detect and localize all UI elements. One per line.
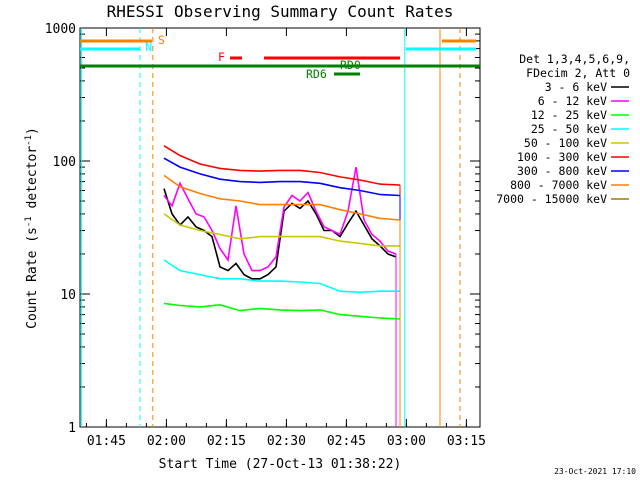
series-lines [163, 145, 401, 427]
night-flag-label: N [145, 40, 152, 54]
x-tick-label: 03:15 [447, 434, 486, 449]
y-label-sup: -1 [24, 216, 34, 227]
y-tick-label: 100 [53, 155, 76, 170]
timestamp: 23-Oct-2021 17:10 [554, 467, 636, 476]
x-tick-label: 02:45 [327, 434, 366, 449]
y-tick-label: 1000 [45, 22, 76, 37]
series-line [163, 166, 397, 272]
flag-bars: SN F RD0 RD6 [80, 33, 480, 81]
flare-flag-label: F [218, 50, 225, 64]
legend-title-2: FDecim 2, Att 0 [526, 66, 630, 80]
legend-label: 50 - 100 keV [524, 136, 607, 150]
saa-flag-label: S [158, 33, 165, 47]
x-tick-label: 01:45 [87, 434, 126, 449]
legend-label: 6 - 12 keV [538, 94, 607, 108]
legend-label: 25 - 50 keV [531, 122, 607, 136]
x-ticks: 01:45 02:00 02:15 02:30 02:45 03:00 03:15 [85, 28, 486, 449]
y-label-main: Count Rate (s [25, 227, 40, 329]
series-line [163, 302, 401, 320]
legend-label: 12 - 25 keV [531, 108, 607, 122]
y-label-mid: detector [25, 146, 40, 217]
series-line [163, 213, 400, 247]
x-tick-label: 02:15 [207, 434, 246, 449]
y-label-sup2: -1 [24, 135, 34, 146]
series-line [163, 259, 400, 294]
legend-label: 7000 - 15000 keV [496, 192, 607, 206]
overlay-markers [81, 28, 461, 427]
y-label-end: ) [25, 127, 40, 135]
series-line [163, 145, 401, 186]
x-tick-label: 03:00 [387, 434, 426, 449]
chart-title: RHESSI Observing Summary Count Rates [107, 2, 454, 21]
legend-label: 300 - 800 keV [517, 164, 607, 178]
legend-label: 100 - 300 keV [517, 150, 607, 164]
rd6-flag-label: RD6 [306, 67, 327, 81]
series-line [163, 174, 401, 221]
y-axis-label: Count Rate (s-1 detector-1) [24, 127, 40, 329]
x-axis-label: Start Time (27-Oct-13 01:38:22) [159, 457, 402, 472]
legend-title-1: Det 1,3,4,5,6,9, [519, 52, 630, 66]
plot-frame [79, 27, 481, 428]
series-line [163, 157, 401, 197]
y-ticks: 1 10 100 1000 [45, 22, 480, 436]
x-tick-label: 02:30 [267, 434, 306, 449]
legend-label: 800 - 7000 keV [510, 178, 607, 192]
y-tick-label: 10 [60, 288, 76, 303]
y-tick-label: 1 [68, 421, 76, 436]
x-tick-label: 02:00 [147, 434, 186, 449]
legend-label: 3 - 6 keV [545, 80, 607, 94]
rd0-flag-label: RD0 [340, 58, 361, 72]
